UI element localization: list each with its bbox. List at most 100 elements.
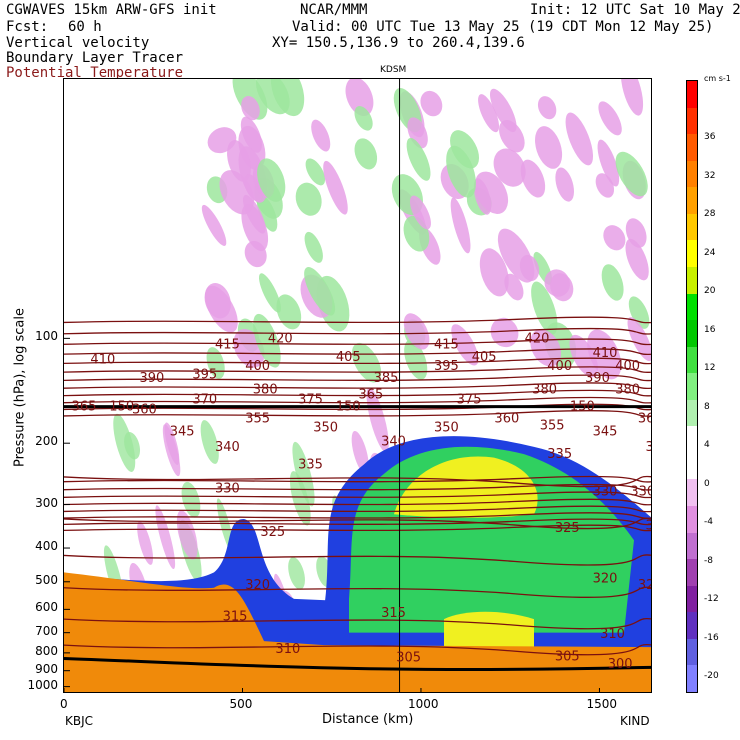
colorbar-segment xyxy=(687,81,697,109)
theta-label: 335 xyxy=(547,447,572,462)
updraft-cell xyxy=(404,339,428,380)
colorbar-tick-label: -4 xyxy=(704,517,713,527)
updraft-cell xyxy=(615,151,648,197)
downdraft-cell xyxy=(244,240,267,268)
theta-label: 385 xyxy=(374,371,399,386)
updraft-cell xyxy=(354,106,373,131)
downdraft-cell xyxy=(227,140,251,182)
init-time: Init: 12 UTC Sat 10 May 25 xyxy=(530,2,740,18)
theta-contour xyxy=(64,475,651,483)
field-potential-temperature: Potential Temperature xyxy=(6,65,184,81)
theta-contour xyxy=(64,475,651,488)
theta-label: 310 xyxy=(275,642,300,657)
theta-label: 360 xyxy=(638,412,652,427)
theta-label: 375 xyxy=(457,393,482,408)
downdraft-cell xyxy=(565,112,594,166)
y-axis-title: Pressure (hPa), log scale xyxy=(12,308,28,467)
updraft-cell xyxy=(406,137,431,181)
colorbar-segment xyxy=(687,452,697,480)
colorbar-segment xyxy=(687,293,697,321)
downdraft-cell xyxy=(162,424,181,477)
station-mid-label: KDSM xyxy=(380,65,407,75)
y-tick-label: 400 xyxy=(35,539,58,554)
theta-label: 415 xyxy=(215,337,240,352)
downdraft-cell xyxy=(520,159,546,198)
y-tick-label: 600 xyxy=(35,600,58,615)
colorbar-tick-label: -20 xyxy=(704,671,719,681)
colorbar-segment xyxy=(687,426,697,454)
theta-label: 405 xyxy=(336,350,361,365)
forecast-hour: 60 h xyxy=(68,19,102,35)
downdraft-cell xyxy=(351,430,369,475)
theta-label: 350 xyxy=(313,420,338,435)
theta-contour xyxy=(64,512,651,519)
theta-label: 330 xyxy=(630,484,652,499)
theta-label: 420 xyxy=(268,331,293,346)
ground-surface-line xyxy=(64,656,651,672)
theta-label: 355 xyxy=(245,412,270,427)
theta-label: 150 xyxy=(336,400,361,415)
colorbar-tick-label: 16 xyxy=(704,324,716,335)
field-vertical-velocity: Vertical velocity xyxy=(6,35,150,51)
station-right-label: KIND xyxy=(620,714,650,728)
theta-contour xyxy=(64,338,651,346)
downdraft-cell xyxy=(490,317,519,348)
updraft-cell xyxy=(305,158,326,186)
updraft-cell xyxy=(257,158,286,202)
theta-contour xyxy=(64,348,651,356)
downdraft-cell xyxy=(403,313,430,350)
downdraft-cell xyxy=(493,148,526,187)
theta-label: 305 xyxy=(396,651,421,666)
downdraft-cell xyxy=(451,324,479,366)
theta-contour xyxy=(64,491,651,499)
theta-label: 150 xyxy=(109,400,134,415)
colorbar-tick-label: -8 xyxy=(704,555,713,566)
updraft-cell xyxy=(531,281,558,335)
theta-label: 410 xyxy=(593,346,618,361)
y-tick-label: 100 xyxy=(35,329,58,344)
colorbar-segment xyxy=(687,638,697,666)
colorbar-tick-label: -12 xyxy=(704,594,719,604)
updraft-cell xyxy=(258,273,281,313)
updraft-cell xyxy=(601,264,624,301)
downdraft-cell xyxy=(620,79,644,116)
downdraft-cell xyxy=(207,127,237,154)
downdraft-cell xyxy=(345,79,374,117)
updraft-cell xyxy=(255,79,290,115)
colorbar-segment xyxy=(687,187,697,215)
colorbar-segment xyxy=(687,134,697,162)
theta-contour xyxy=(64,366,651,373)
cross-section-plot: 410 415 420 390 395 400 405 415 385 395 405 420 400 4… xyxy=(63,78,652,693)
downdraft-cell xyxy=(155,505,176,570)
theta-label: 350 xyxy=(434,420,459,435)
theta-label: 340 xyxy=(215,440,240,455)
theta-contour xyxy=(64,327,651,335)
theta-label: 360 xyxy=(494,412,519,427)
downdraft-cell xyxy=(366,387,389,453)
colorbar-segment xyxy=(687,266,697,295)
theta-contour xyxy=(64,505,651,513)
y-tick-label: 900 xyxy=(35,661,58,676)
terrain-fill xyxy=(64,572,651,692)
theta-label: 360 xyxy=(132,402,157,417)
theta-contour xyxy=(64,524,651,532)
downdraft-cell xyxy=(497,228,535,283)
colorbar-segment xyxy=(687,612,697,640)
theta-contour xyxy=(64,396,651,404)
downdraft-cell xyxy=(598,101,622,136)
colorbar-segment xyxy=(687,559,697,587)
downdraft-cell xyxy=(499,119,525,153)
x-tick-label: 1000 xyxy=(407,697,439,711)
colorbar-tick-label: 8 xyxy=(704,401,710,412)
theta-contour xyxy=(64,517,651,530)
colorbar-segment xyxy=(687,346,697,374)
downdraft-cell xyxy=(474,171,509,214)
colorbar-segment xyxy=(687,240,697,268)
downdraft-cell xyxy=(241,96,260,121)
downdraft-cell xyxy=(311,119,331,152)
updraft-cell xyxy=(295,182,322,216)
theta-label: 315 xyxy=(381,606,406,621)
x-tick-label: 0 xyxy=(60,697,68,711)
colorbar-segment xyxy=(687,213,697,241)
theta-label: 340 xyxy=(645,440,652,455)
